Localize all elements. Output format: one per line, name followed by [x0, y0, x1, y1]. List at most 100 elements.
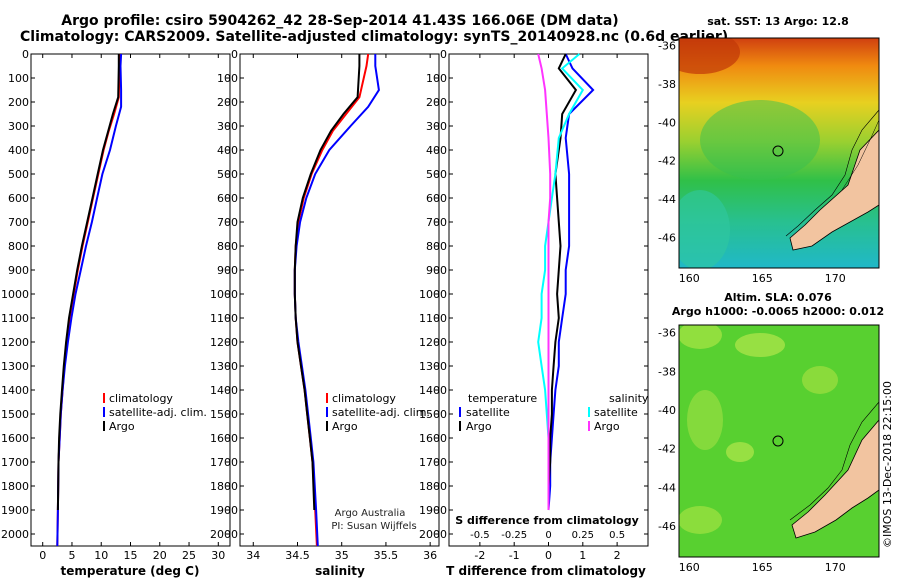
map-lat-label: -36: [658, 40, 676, 53]
depth-tick-label: 1000: [210, 288, 238, 301]
depth-tick-label: 100: [426, 72, 447, 85]
salinity-plot-area: [239, 53, 440, 547]
depth-tick-label: 1200: [419, 336, 447, 349]
x-tick-label: 5: [68, 549, 75, 562]
series-salinity-argo: [537, 53, 552, 510]
figure-title-line1: Argo profile: csiro 5904262_42 28-Sep-20…: [61, 13, 619, 29]
series-satellite-adj-clim: [293, 54, 380, 547]
argo-location-marker: [772, 145, 784, 157]
depth-tick-label: 1200: [210, 336, 238, 349]
pi-credit: PI: Susan Wijffels: [331, 521, 416, 532]
depth-tick-label: 1200: [1, 336, 29, 349]
depth-tick-label: 1500: [419, 408, 447, 421]
argo-australia-credit: Argo Australia: [335, 508, 406, 519]
legend-entry: satellite-adj. clim.: [332, 406, 430, 419]
depth-tick-label: 1300: [419, 360, 447, 373]
depth-tick-label: 1800: [1, 480, 29, 493]
x-tick-label: 35.5: [374, 549, 399, 562]
legend-entry: climatology: [109, 392, 173, 405]
legend-entry: Argo: [109, 420, 135, 433]
legend-entry: climatology: [332, 392, 396, 405]
legend-title-temperature: temperature: [468, 392, 537, 405]
series-satellite-adj-clim: [56, 53, 123, 547]
map-lat-label: -38: [658, 78, 676, 91]
depth-tick-label: 1100: [419, 312, 447, 325]
depth-tick-label: 2000: [1, 528, 29, 541]
depth-tick-label: 1600: [419, 432, 447, 445]
series-climatology: [56, 53, 121, 547]
series-salinity-satellite: [537, 53, 585, 510]
x-tick-label: 36: [423, 549, 437, 562]
x-tick-label: -1: [509, 549, 520, 562]
x-tick-label: -2: [474, 549, 485, 562]
depth-tick-label: 800: [8, 240, 29, 253]
map-lon-label: 160: [679, 272, 700, 285]
depth-tick-label: 1500: [210, 408, 238, 421]
depth-tick-label: 1300: [210, 360, 238, 373]
map-lat-label: -40: [658, 116, 676, 129]
depth-tick-label: 1000: [419, 288, 447, 301]
depth-tick-label: 300: [8, 120, 29, 133]
depth-tick-label: 1500: [1, 408, 29, 421]
x-tick-label: 34.5: [285, 549, 310, 562]
depth-tick-label: 400: [8, 144, 29, 157]
new-zealand-land-2: [791, 419, 879, 539]
depth-tick-label: 400: [217, 144, 238, 157]
depth-tick-label: 1600: [210, 432, 238, 445]
s-diff-tick-label: -0.25: [501, 530, 527, 541]
depth-tick-label: 1100: [1, 312, 29, 325]
depth-tick-label: 1300: [1, 360, 29, 373]
depth-tick-label: 200: [217, 96, 238, 109]
depth-tick-label: 600: [426, 192, 447, 205]
x-tick-label: 25: [182, 549, 196, 562]
depth-tick-label: 1700: [1, 456, 29, 469]
map-lat-label: -38: [658, 365, 676, 378]
s-diff-tick-label: 0.5: [609, 530, 625, 541]
x-tick-label: 35: [335, 549, 349, 562]
series-climatology: [293, 53, 370, 547]
x-tick-label: 1: [579, 549, 586, 562]
argo-location-marker-2: [772, 435, 784, 447]
depth-tick-label: 800: [217, 240, 238, 253]
depth-tick-label: 0: [22, 48, 29, 61]
map-lon-label: 165: [752, 272, 773, 285]
depth-tick-label: 2000: [419, 528, 447, 541]
depth-tick-label: 500: [217, 168, 238, 181]
depth-tick-label: 900: [217, 264, 238, 277]
s-diff-tick-label: 0.25: [572, 530, 594, 541]
depth-tick-label: 1700: [210, 456, 238, 469]
map-lon-label: 160: [679, 561, 700, 574]
salinity-xlabel: salinity: [315, 564, 365, 578]
map-lat-label: -44: [658, 481, 676, 494]
depth-tick-label: 0: [440, 48, 447, 61]
x-tick-label: 0: [545, 549, 552, 562]
depth-tick-label: 700: [8, 216, 29, 229]
figure-title-line2: Climatology: CARS2009. Satellite-adjuste…: [20, 29, 729, 45]
map-lat-label: -36: [658, 327, 676, 340]
depth-tick-label: 1900: [419, 504, 447, 517]
map-lat-label: -40: [658, 404, 676, 417]
depth-tick-label: 200: [8, 96, 29, 109]
depth-tick-label: 1100: [210, 312, 238, 325]
depth-tick-label: 0: [231, 48, 238, 61]
imos-credit: ©IMOS 13-Dec-2018 22:15:00: [881, 381, 894, 548]
depth-tick-label: 400: [426, 144, 447, 157]
depth-tick-label: 200: [426, 96, 447, 109]
legend-entry: Argo: [466, 420, 492, 433]
s-diff-tick-label: -0.5: [470, 530, 490, 541]
sst-map: [678, 37, 880, 269]
legend-entry: Argo: [594, 420, 620, 433]
new-zealand-land: [789, 129, 879, 251]
series-argo: [56, 54, 120, 511]
sla-map-title: Altim. SLA: 0.076: [724, 291, 832, 304]
x-tick-label: 20: [153, 549, 167, 562]
depth-tick-label: 500: [426, 168, 447, 181]
sla-map-subtitle: Argo h1000: -0.0065 h2000: 0.012: [672, 305, 884, 318]
s-diff-tick-label: 0: [545, 530, 551, 541]
depth-tick-label: 1800: [419, 480, 447, 493]
x-tick-label: 34: [246, 549, 260, 562]
x-tick-label: 30: [211, 549, 225, 562]
depth-tick-label: 1800: [210, 480, 238, 493]
map-lat-label: -46: [658, 231, 676, 244]
